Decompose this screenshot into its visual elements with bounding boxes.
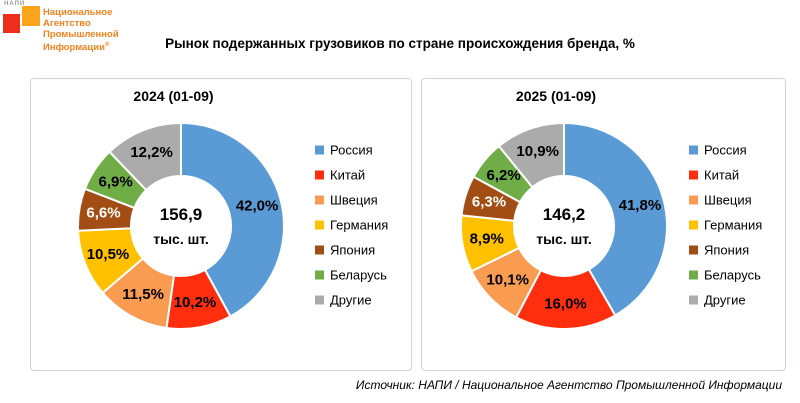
logo-org-line4: Информации (43, 42, 105, 54)
legend-label: Япония (704, 242, 750, 257)
legend-item-Германия: Германия (689, 217, 779, 232)
source-note: Источник: НАПИ / Национальное Агентство … (355, 378, 782, 392)
legend-marker-Другие (689, 295, 698, 304)
legend-item-Беларусь: Беларусь (689, 267, 779, 282)
page-title: Рынок подержанных грузовиков по стране п… (165, 36, 635, 51)
slice-label-Швеция: 10,1% (486, 272, 529, 289)
legend-label: Россия (330, 142, 373, 157)
napi-logo: НАПИ Национальное Агентство Промышленной… (2, 1, 152, 57)
chart-panel-2025: 2025 (01-09) 41,8% 16,0% 10,1% 8,9% 6,3% 6,2%… (421, 78, 786, 371)
legend-2025: Россия Китай Швеция Германия Япония Беларусь Д… (689, 142, 779, 307)
legend-marker-Швеция (689, 195, 698, 204)
legend-label: Китай (330, 167, 366, 182)
donut-slice-Россия (180, 122, 285, 318)
legend-item-Швеция: Швеция (315, 192, 405, 207)
logo-red-square (3, 14, 20, 33)
legend-item-Россия: Россия (689, 142, 779, 157)
legend-marker-Россия (315, 145, 324, 154)
donut-chart-2025: 41,8% 16,0% 10,1% 8,9% 6,3% 6,2% 10,9% 146,2 т… (454, 116, 674, 336)
slice-label-Япония: 6,6% (86, 204, 120, 221)
legend-item-Россия: Россия (315, 142, 405, 157)
legend-item-Япония: Япония (315, 242, 405, 257)
legend-label: Россия (704, 142, 747, 157)
legend-label: Германия (704, 217, 763, 232)
legend-item-Другие: Другие (689, 292, 779, 307)
legend-marker-Япония (689, 245, 698, 254)
legend-marker-Китай (315, 170, 324, 179)
legend-item-Беларусь: Беларусь (315, 267, 405, 282)
chart-title-2025: 2025 (01-09) (515, 88, 597, 104)
legend-item-Германия: Германия (315, 217, 405, 232)
slice-label-Китай: 10,2% (174, 294, 217, 311)
slice-label-Швеция: 11,5% (122, 286, 164, 303)
donut-svg-2024: 42,0% 10,2% 11,5% 10,5% 6,6% 6,9% 12,2% (77, 122, 285, 330)
legend-item-Швеция: Швеция (689, 192, 779, 207)
legend-2024: Россия Китай Швеция Германия Япония Беларусь Д… (315, 142, 405, 307)
legend-label: Швеция (330, 192, 378, 207)
legend-item-Другие: Другие (315, 292, 405, 307)
legend-label: Другие (704, 292, 746, 307)
slice-label-Беларусь: 6,2% (486, 167, 520, 184)
slice-label-Германия: 8,9% (470, 231, 504, 248)
legend-marker-Германия (315, 220, 324, 229)
legend-label: Другие (330, 292, 372, 307)
legend-label: Германия (330, 217, 389, 232)
slice-label-Германия: 10,5% (87, 246, 130, 263)
legend-marker-Россия (689, 145, 698, 154)
logo-org-line2: Агентство (43, 18, 91, 29)
chart-title-2024: 2024 (01-09) (133, 88, 214, 104)
legend-label: Беларусь (330, 267, 387, 282)
legend-label: Беларусь (704, 267, 761, 282)
legend-marker-Швеция (315, 195, 324, 204)
donut-chart-2024: 42,0% 10,2% 11,5% 10,5% 6,6% 6,9% 12,2% 156,9 … (71, 116, 291, 336)
legend-item-Китай: Китай (315, 167, 405, 182)
legend-marker-Япония (315, 245, 324, 254)
legend-item-Китай: Китай (689, 167, 779, 182)
registered-mark: ® (104, 42, 110, 48)
slice-label-Япония: 6,3% (472, 194, 506, 211)
donut-slice-Россия (563, 122, 668, 317)
donut-slice-Другие (497, 122, 565, 189)
chart-panel-2024: 2024 (01-09) 42,0% 10,2% 11,5% 10,5% 6,6% 6,9… (30, 78, 412, 371)
logo-brand-text: НАПИ (4, 1, 26, 7)
legend-marker-Беларусь (689, 270, 698, 279)
legend-label: Япония (330, 242, 376, 257)
legend-item-Япония: Япония (689, 242, 779, 257)
legend-marker-Беларусь (315, 270, 324, 279)
logo-org-line3: Промышленной (43, 29, 119, 40)
slice-label-Китай: 16,0% (544, 295, 587, 312)
donut-svg-2025: 41,8% 16,0% 10,1% 8,9% 6,3% 6,2% 10,9% (460, 122, 668, 330)
logo-orange-square (22, 6, 40, 26)
legend-marker-Германия (689, 220, 698, 229)
slice-label-Другие: 12,2% (130, 144, 173, 161)
legend-marker-Другие (315, 295, 324, 304)
donut-slice-Другие (108, 122, 182, 192)
slice-label-Беларусь: 6,9% (98, 174, 132, 191)
legend-label: Китай (704, 167, 740, 182)
legend-label: Швеция (704, 192, 752, 207)
logo-org-name: Национальное Агентство Промышленной Инфо… (43, 7, 119, 53)
legend-marker-Китай (689, 170, 698, 179)
logo-org-line1: Национальное (43, 7, 113, 18)
slice-label-Россия: 42,0% (236, 198, 279, 215)
slice-label-Другие: 10,9% (516, 143, 559, 160)
slice-label-Россия: 41,8% (619, 197, 662, 214)
